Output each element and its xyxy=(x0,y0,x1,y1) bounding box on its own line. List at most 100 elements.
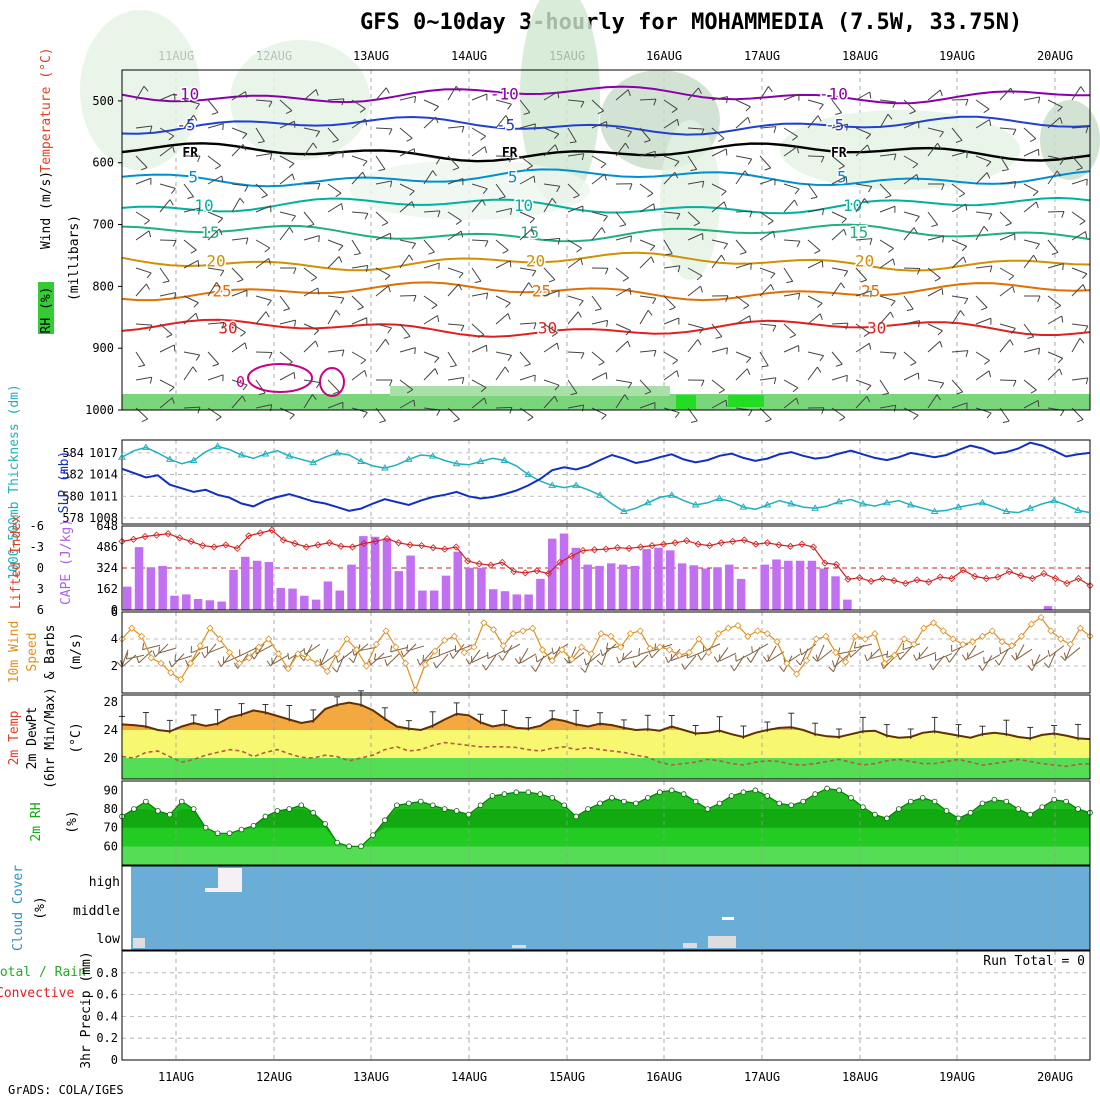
cape-bar xyxy=(146,567,156,610)
thickness-marker xyxy=(739,503,748,510)
page-title: GFS 0~10day 3-hourly for MOHAMMEDIA (7.5… xyxy=(360,10,1023,35)
barb-staff xyxy=(735,155,752,160)
barb-staff xyxy=(567,153,584,157)
wind-barb xyxy=(759,377,777,385)
rh-marker xyxy=(167,811,173,818)
y-tick-label: high xyxy=(89,875,120,890)
barb-staff xyxy=(999,233,1015,241)
wind-barb xyxy=(975,155,992,167)
barb-staff xyxy=(423,170,434,185)
wind-speed-marker xyxy=(284,665,292,673)
barb-staff xyxy=(436,653,449,669)
barb-staff xyxy=(386,652,401,666)
wind-barb xyxy=(447,211,462,225)
barb-flag xyxy=(965,203,968,211)
lifted-index-marker xyxy=(602,545,610,553)
wind-barb xyxy=(1023,254,1038,269)
barb-staff xyxy=(759,155,772,169)
barb-staff xyxy=(495,207,512,213)
barb-flag xyxy=(739,251,747,255)
barb-flag xyxy=(843,270,849,277)
barb-flag xyxy=(433,106,439,112)
thickness-marker xyxy=(285,452,294,459)
barb-flag xyxy=(548,279,556,283)
y-tick-label: 6 xyxy=(111,605,118,619)
barb-flag xyxy=(362,160,368,167)
wind-speed-marker xyxy=(460,648,468,657)
barb-flag xyxy=(1079,220,1086,226)
cape-bar xyxy=(666,550,675,610)
barb-flag xyxy=(1037,295,1041,303)
barb-staff xyxy=(927,211,939,226)
barb-staff xyxy=(279,99,293,112)
barb-staff xyxy=(615,379,632,384)
barb-flag xyxy=(1051,251,1059,255)
barb-staff xyxy=(207,374,224,381)
barb-staff xyxy=(927,127,944,133)
barb-staff xyxy=(495,313,509,325)
wind-barb xyxy=(447,230,464,241)
wind-barb xyxy=(807,366,822,381)
contour-label: 20 xyxy=(206,252,225,271)
lifted-index-marker xyxy=(579,546,587,555)
barb-flag xyxy=(455,85,461,92)
barb-staff xyxy=(903,295,914,310)
rh-marker xyxy=(955,815,962,822)
wind-barb xyxy=(879,311,894,325)
axis-label-lifted-index: Lifted Index xyxy=(9,515,24,609)
barb-staff xyxy=(1071,231,1086,241)
barb-staff xyxy=(399,379,414,391)
barb-flag xyxy=(723,201,727,209)
barb-flag xyxy=(866,385,872,391)
barb-staff xyxy=(639,150,656,157)
barb-staff xyxy=(504,643,521,654)
barb-flag xyxy=(125,652,129,660)
barb-flag xyxy=(779,666,785,672)
barb-flag xyxy=(577,311,582,318)
rh-marker xyxy=(872,811,878,818)
barb-staff xyxy=(135,85,145,101)
barb-flag xyxy=(627,131,633,138)
wind-barb xyxy=(903,320,921,328)
barb-staff xyxy=(850,644,865,658)
y-tick-label-left: -3 xyxy=(30,540,44,554)
wind-barb xyxy=(1023,96,1041,104)
wind-barb xyxy=(327,98,345,106)
wind-barb xyxy=(375,211,389,227)
barb-staff xyxy=(207,175,223,185)
wind-speed-marker xyxy=(724,624,732,632)
barb-staff xyxy=(303,127,320,132)
barb-staff xyxy=(495,183,506,198)
barb-staff xyxy=(495,99,512,105)
wind-barb xyxy=(1047,263,1064,271)
barb-flag xyxy=(1080,86,1085,93)
wind-barb xyxy=(231,183,249,192)
wind-speed-marker xyxy=(519,627,527,635)
thickness-marker xyxy=(835,497,843,505)
barb-staff xyxy=(543,144,556,157)
barb-flag xyxy=(533,322,537,330)
wind-barb xyxy=(495,207,513,215)
wind-speed-marker xyxy=(1076,624,1084,632)
barb-flag xyxy=(648,651,653,659)
barb-staff xyxy=(279,295,291,310)
lifted-index-marker xyxy=(752,540,760,548)
wind-barb xyxy=(279,372,296,381)
wind-barb xyxy=(471,397,487,409)
cape-bar xyxy=(382,538,392,610)
wind-barb xyxy=(999,339,1014,353)
barb-flag xyxy=(400,650,404,657)
barb-staff xyxy=(471,267,482,282)
wind-barb xyxy=(759,323,777,332)
barb-flag xyxy=(773,377,777,385)
rh-marker xyxy=(884,815,890,822)
y-tick-label-left: 6 xyxy=(37,603,44,617)
cape-bar xyxy=(158,565,167,610)
wind-barb xyxy=(447,155,460,171)
wind-speed-marker xyxy=(665,646,674,654)
barb-flag xyxy=(1057,106,1063,112)
lifted-index-marker xyxy=(1063,579,1071,587)
wind-barb xyxy=(927,340,943,353)
wind-barb-10m xyxy=(751,643,769,654)
barb-staff xyxy=(351,317,367,325)
